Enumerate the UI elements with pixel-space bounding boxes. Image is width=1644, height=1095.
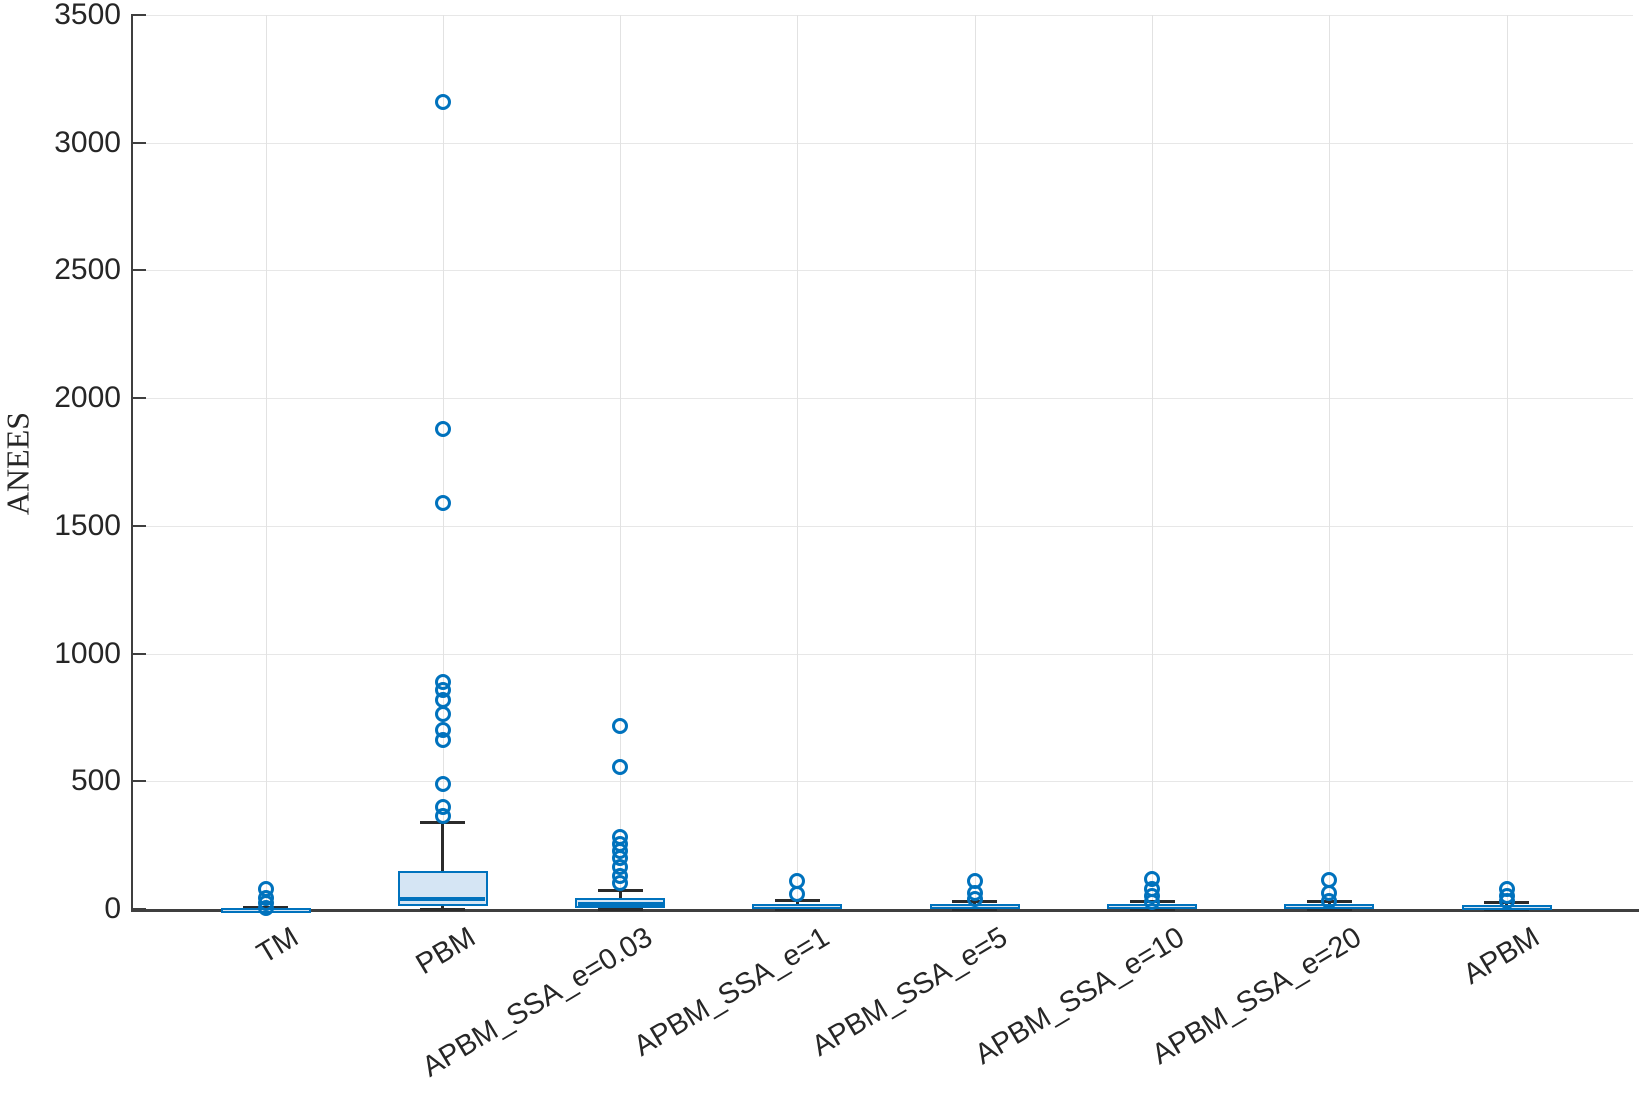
v-gridline [1506, 15, 1508, 909]
outlier-point [434, 705, 451, 722]
y-tick-label: 2500 [54, 253, 121, 287]
median-line [400, 897, 486, 901]
whisker-cap [1306, 907, 1352, 911]
outlier-point [257, 900, 274, 917]
median-line [577, 902, 663, 906]
whisker-line [441, 905, 445, 909]
outlier-point [612, 759, 629, 776]
h-gridline [133, 142, 1633, 144]
y-tick-label: 1000 [54, 636, 121, 670]
h-gridline [133, 398, 1633, 400]
whisker-line [441, 822, 445, 871]
v-gridline [797, 15, 799, 909]
outlier-point [1498, 893, 1515, 910]
whisker-cap [597, 907, 643, 911]
outlier-point [612, 717, 629, 734]
v-gridline [974, 15, 976, 909]
v-gridline [620, 15, 622, 909]
v-gridline [442, 15, 444, 909]
v-gridline [1329, 15, 1331, 909]
y-axis-line [131, 14, 133, 911]
y-tick [133, 780, 146, 783]
whisker-cap [420, 907, 466, 911]
h-gridline [133, 525, 1633, 527]
whisker-cap [952, 907, 998, 911]
outlier-point [434, 807, 451, 824]
outlier-point [789, 885, 806, 902]
h-gridline [133, 781, 1633, 783]
outlier-point [612, 875, 629, 892]
outlier-point [434, 93, 451, 110]
y-tick [133, 141, 146, 144]
outlier-point [1144, 893, 1160, 910]
whisker-line [618, 890, 622, 899]
y-tick [133, 269, 146, 272]
y-tick-label: 3000 [54, 125, 121, 159]
outlier-point [434, 420, 451, 437]
y-tick [133, 14, 146, 16]
x-tick-label: APBM [1457, 921, 1545, 991]
h-gridline [133, 653, 1633, 655]
y-axis-label: ANEES [0, 411, 36, 516]
h-gridline [133, 270, 1633, 272]
x-axis-line [131, 909, 1639, 912]
y-tick-label: 1500 [54, 508, 121, 542]
outlier-point [966, 890, 983, 907]
y-tick [133, 397, 146, 400]
boxplot-box [752, 903, 843, 909]
outlier-point [434, 732, 451, 749]
y-tick [133, 652, 146, 655]
whisker-cap [774, 907, 820, 911]
y-tick-label: 3500 [54, 0, 121, 31]
y-tick-label: 0 [104, 892, 121, 925]
outlier-point [434, 494, 451, 511]
outlier-point [1321, 893, 1338, 910]
y-tick [133, 524, 146, 527]
y-tick-label: 2000 [54, 381, 121, 415]
y-tick-label: 500 [70, 764, 121, 798]
v-gridline [1152, 15, 1153, 909]
outlier-point [434, 775, 451, 792]
v-gridline [265, 15, 267, 909]
h-gridline [133, 15, 1633, 16]
y-tick [133, 908, 146, 910]
